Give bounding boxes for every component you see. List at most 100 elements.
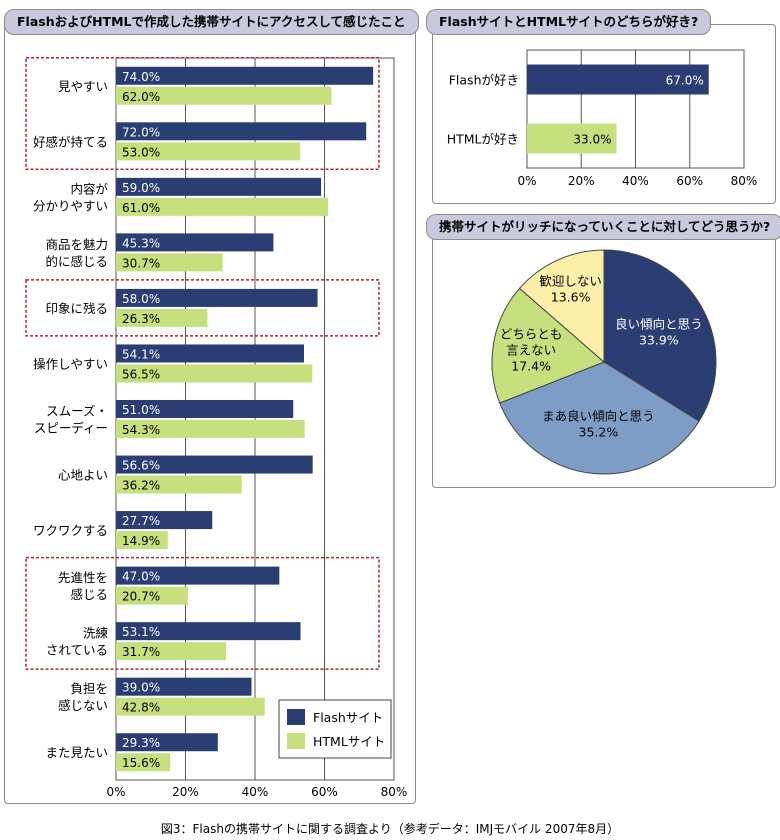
bar-value-label: 27.7%: [122, 514, 160, 528]
pie-value-label: 17.4%: [511, 358, 551, 373]
bar-value-label: 39.0%: [122, 681, 160, 695]
x-tick-label: 0%: [517, 174, 536, 188]
bar-value-label: 29.3%: [122, 736, 160, 750]
category-label: 洗練: [83, 626, 109, 641]
x-tick-label: 20%: [568, 174, 595, 188]
html-bar: [116, 642, 227, 661]
flash-bar: [116, 288, 318, 307]
category-label: ワクワクする: [33, 523, 108, 538]
html-bar: [116, 364, 313, 383]
category-label: 先進性を: [58, 570, 108, 585]
bar-value-label: 61.0%: [122, 201, 160, 215]
pie-chart-title: 携帯サイトがリッチになっていくことに対してどう思うか?: [426, 214, 780, 240]
category-label: Flashが好き: [449, 73, 519, 88]
bar-value-label: 62.0%: [122, 90, 160, 104]
flash-bar: [116, 177, 322, 196]
html-bar: [116, 753, 171, 772]
pie-slice-label: まあ良い傾向と思う: [542, 408, 655, 423]
x-tick-label: 40%: [242, 785, 269, 799]
pie-slice: [603, 249, 717, 422]
legend-label: Flashサイト: [313, 710, 383, 725]
x-tick-label: 60%: [311, 785, 338, 799]
flash-bar: [116, 233, 274, 252]
flash-bar: [116, 66, 374, 85]
html-bar: [116, 197, 328, 216]
pie-slice: [518, 249, 605, 364]
category-label: 好感が持てる: [33, 134, 108, 149]
category-label: 印象に残る: [45, 301, 108, 316]
category-label: 的に感じる: [45, 254, 108, 269]
category-label: 感じない: [58, 698, 108, 713]
bar-value-label: 45.3%: [122, 236, 160, 250]
flash-bar: [116, 122, 367, 141]
html-bar: [116, 142, 301, 161]
highlight-box: [25, 57, 380, 171]
flash-bar: [116, 566, 280, 585]
pie-slice: [491, 287, 605, 404]
bar-value-label: 26.3%: [122, 312, 160, 326]
preference-chart-title: FlashサイトとHTMLサイトのどちらが好き?: [426, 9, 712, 35]
pie-value-label: 35.2%: [579, 424, 619, 439]
bar-value-label: 72.0%: [122, 125, 160, 139]
flash-bar: [116, 400, 294, 418]
bar-value-label: 67.0%: [666, 74, 704, 88]
bar-value-label: 20.7%: [122, 590, 160, 604]
x-tick-label: 40%: [622, 174, 649, 188]
pie-value-label: 13.6%: [551, 290, 591, 305]
flash-bar: [116, 511, 213, 530]
bar-value-label: 14.9%: [122, 534, 160, 548]
category-label: 見やすい: [58, 79, 108, 94]
html-preference-bar: [527, 123, 617, 154]
bar-value-label: 53.1%: [122, 625, 160, 639]
bar-value-label: 59.0%: [122, 181, 160, 195]
highlight-box: [25, 556, 380, 670]
category-label: スムーズ・: [46, 404, 108, 419]
html-bar: [116, 420, 305, 438]
bar-value-label: 42.8%: [122, 701, 160, 715]
category-label: 商品を魅力: [45, 237, 108, 252]
pie-slice-label: 歓迎しない: [539, 274, 602, 289]
bar-value-label: 56.6%: [122, 459, 160, 473]
bar-value-label: 56.5%: [122, 367, 160, 381]
category-label: 操作しやすい: [33, 356, 108, 371]
html-bar: [116, 475, 242, 494]
html-bar: [116, 586, 188, 605]
flash-preference-bar: [527, 64, 709, 95]
pie-slice-label: どちらとも: [500, 326, 563, 341]
legend-label: HTMLサイト: [313, 734, 385, 749]
html-bar: [116, 697, 265, 716]
flash-bar: [116, 733, 218, 752]
x-tick-label: 80%: [731, 174, 758, 188]
bar-value-label: 58.0%: [122, 292, 160, 306]
bar-value-label: 53.0%: [122, 145, 160, 159]
pie-slice: [499, 361, 700, 475]
x-tick-label: 0%: [106, 785, 125, 799]
bar-value-label: 15.6%: [122, 756, 160, 770]
category-label: 負担を: [70, 681, 108, 696]
bar-value-label: 36.2%: [122, 479, 160, 493]
left-chart-title: FlashおよびHTMLで作成した携帯サイトにアクセスして感じたこと: [4, 9, 419, 35]
category-label: されている: [46, 643, 108, 658]
html-bar: [116, 253, 223, 272]
bar-value-label: 47.0%: [122, 570, 160, 584]
html-bar: [116, 308, 208, 327]
highlight-box: [25, 279, 380, 337]
x-tick-label: 20%: [172, 785, 199, 799]
figure-caption: 図3：Flashの携帯サイトに関する調査より（参考データ：IMJモバイル 200…: [160, 822, 620, 836]
legend-swatch-html: [287, 733, 305, 749]
bar-value-label: 30.7%: [122, 256, 160, 270]
pie-slice-label: 良い傾向と思う: [615, 317, 703, 332]
category-label: 感じる: [70, 587, 108, 602]
x-tick-label: 60%: [676, 174, 703, 188]
pie-value-label: 33.9%: [639, 333, 679, 348]
html-bar: [116, 531, 168, 550]
x-tick-label: 80%: [381, 785, 408, 799]
bar-value-label: 51.0%: [122, 403, 160, 417]
flash-bar: [116, 677, 252, 696]
flash-bar: [116, 455, 313, 474]
bar-value-label: 33.0%: [573, 133, 611, 147]
flash-bar: [116, 344, 304, 363]
